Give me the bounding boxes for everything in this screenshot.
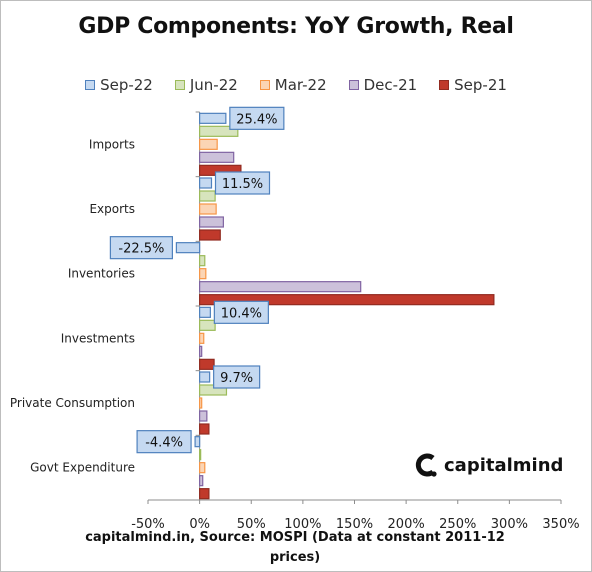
bar-mar-22 [199, 268, 207, 280]
bar-mar-22 [199, 203, 217, 215]
x-tick-label: 50% [237, 517, 266, 532]
data-label-box [229, 106, 285, 130]
bar-dec-21 [199, 216, 224, 228]
category-label: Private Consumption [10, 396, 135, 410]
bar-dec-21 [199, 475, 204, 487]
legend-swatch [348, 80, 359, 90]
footer-source: capitalmind.in, Source: MOSPI (Data at c… [60, 528, 530, 568]
bar-sep-22 [199, 112, 227, 124]
legend-item-1: Jun-22 [174, 76, 238, 94]
data-label: -22.5% [118, 242, 164, 257]
data-label-box [213, 300, 269, 324]
bar-sep-21 [199, 294, 495, 306]
bar-dec-21 [199, 151, 235, 163]
data-label: 11.5% [222, 177, 263, 192]
legend-swatch [439, 80, 450, 90]
bar-sep-21 [199, 488, 210, 500]
category-label: Govt Expenditure [30, 461, 135, 475]
category-label: Imports [89, 137, 135, 151]
legend-label: Mar-22 [274, 76, 327, 94]
legend-swatch [85, 80, 96, 90]
x-tick-label: 100% [284, 517, 321, 532]
footer-line-1: capitalmind.in, Source: MOSPI (Data at c… [85, 530, 505, 545]
bar-sep-21 [199, 423, 210, 435]
category-label: Investments [61, 331, 135, 345]
legend-item-2: Mar-22 [259, 76, 327, 94]
bar-sep-21 [199, 358, 215, 370]
legend: Sep-22 Jun-22 Mar-22 Dec-21 Sep-21 [0, 76, 592, 94]
legend-label: Jun-22 [189, 76, 238, 94]
bar-mar-22 [199, 138, 218, 150]
brand-logo: capitalmind [414, 452, 563, 478]
bar-sep-22 [175, 242, 201, 254]
data-label: 25.4% [236, 112, 277, 127]
bar-jun-22 [199, 190, 216, 202]
bar-jun-22 [199, 449, 202, 461]
category-label: Inventories [68, 267, 135, 281]
footer-line-2: prices) [269, 550, 321, 565]
bar-mar-22 [199, 397, 203, 409]
data-label: -4.4% [145, 436, 183, 451]
data-label: 10.4% [221, 306, 262, 321]
bar-sep-22 [199, 371, 211, 383]
bar-dec-21 [199, 281, 362, 293]
brand-name: capitalmind [444, 454, 564, 476]
bar-sep-22 [199, 306, 211, 318]
bar-jun-22 [199, 125, 239, 137]
x-tick-label: 0% [189, 517, 210, 532]
x-tick-label: 250% [439, 517, 476, 532]
category-label: Exports [89, 202, 135, 216]
legend-swatch [259, 80, 270, 90]
bar-dec-21 [199, 410, 208, 422]
legend-label: Sep-22 [100, 76, 153, 94]
data-label: 9.7% [220, 371, 253, 386]
capitalmind-c-icon [415, 453, 437, 477]
x-tick-label: -50% [131, 517, 165, 532]
x-tick-label: 150% [336, 517, 373, 532]
data-label-box [109, 236, 173, 260]
bar-jun-22 [199, 319, 216, 331]
chart-title: GDP Components: YoY Growth, Real [78, 14, 514, 39]
bar-mar-22 [199, 462, 206, 474]
x-tick-label: 200% [388, 517, 425, 532]
data-label-box [213, 365, 261, 389]
bar-sep-22 [199, 177, 213, 189]
bar-sep-21 [199, 229, 221, 241]
data-label-box [136, 430, 192, 454]
legend-swatch [174, 80, 185, 90]
legend-item-0: Sep-22 [85, 76, 153, 94]
x-tick-label: 300% [491, 517, 528, 532]
bar-jun-22 [199, 255, 206, 267]
legend-item-3: Dec-21 [348, 76, 418, 94]
bar-dec-21 [199, 345, 203, 357]
bar-mar-22 [199, 332, 205, 344]
legend-label: Sep-21 [454, 76, 507, 94]
legend-label: Dec-21 [363, 76, 418, 94]
x-tick-label: 350% [542, 517, 579, 532]
data-label-box [214, 171, 271, 195]
bar-sep-22 [194, 436, 201, 448]
legend-item-4: Sep-21 [439, 76, 507, 94]
